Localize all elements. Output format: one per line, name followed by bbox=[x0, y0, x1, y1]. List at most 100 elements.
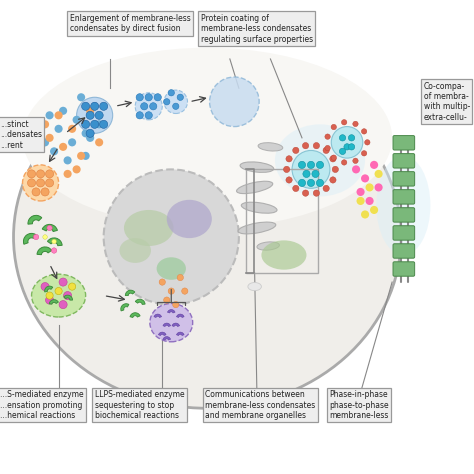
Wedge shape bbox=[125, 290, 135, 296]
Circle shape bbox=[100, 102, 108, 110]
Ellipse shape bbox=[150, 303, 192, 342]
Wedge shape bbox=[130, 313, 140, 318]
Circle shape bbox=[64, 156, 72, 164]
Wedge shape bbox=[172, 323, 180, 327]
Wedge shape bbox=[23, 233, 36, 244]
Circle shape bbox=[55, 287, 62, 295]
Text: Phase-in-phase
phase-to-phase
membrane-less: Phase-in-phase phase-to-phase membrane-l… bbox=[329, 390, 389, 420]
Circle shape bbox=[55, 125, 63, 133]
Circle shape bbox=[164, 297, 170, 303]
Circle shape bbox=[177, 274, 183, 281]
Circle shape bbox=[313, 190, 319, 196]
Text: Protein coating of
membrane-less condensates
regulating surface properties: Protein coating of membrane-less condens… bbox=[201, 14, 313, 44]
Circle shape bbox=[59, 107, 67, 115]
Circle shape bbox=[292, 185, 299, 191]
Wedge shape bbox=[37, 247, 52, 255]
Circle shape bbox=[43, 235, 47, 239]
Circle shape bbox=[348, 135, 355, 141]
Circle shape bbox=[330, 177, 336, 183]
Ellipse shape bbox=[156, 257, 186, 280]
Ellipse shape bbox=[167, 200, 212, 238]
Circle shape bbox=[164, 90, 188, 113]
Circle shape bbox=[86, 129, 94, 137]
Ellipse shape bbox=[248, 283, 262, 291]
Text: LLPS-mediated enzyme
sequestering to stop
biochemical reactions: LLPS-mediated enzyme sequestering to sto… bbox=[95, 390, 184, 420]
Circle shape bbox=[361, 210, 369, 219]
FancyBboxPatch shape bbox=[393, 136, 415, 150]
Circle shape bbox=[86, 111, 94, 119]
Circle shape bbox=[164, 99, 170, 105]
Circle shape bbox=[312, 170, 319, 177]
Circle shape bbox=[136, 112, 143, 119]
Circle shape bbox=[374, 183, 383, 191]
Text: ...stinct
...densates
...rent: ...stinct ...densates ...rent bbox=[0, 120, 42, 150]
Circle shape bbox=[286, 155, 292, 162]
FancyBboxPatch shape bbox=[393, 262, 415, 276]
Circle shape bbox=[27, 179, 36, 187]
Circle shape bbox=[356, 188, 365, 196]
Ellipse shape bbox=[258, 143, 283, 151]
Circle shape bbox=[168, 288, 174, 294]
Circle shape bbox=[91, 120, 99, 128]
Circle shape bbox=[182, 288, 188, 294]
Ellipse shape bbox=[240, 162, 273, 173]
Wedge shape bbox=[28, 215, 42, 224]
Circle shape bbox=[307, 161, 315, 168]
FancyBboxPatch shape bbox=[393, 208, 415, 222]
Ellipse shape bbox=[376, 156, 430, 255]
Circle shape bbox=[41, 120, 49, 128]
Circle shape bbox=[77, 152, 85, 160]
Ellipse shape bbox=[275, 124, 365, 196]
Wedge shape bbox=[42, 224, 57, 231]
Circle shape bbox=[86, 107, 94, 115]
Circle shape bbox=[348, 144, 355, 150]
Circle shape bbox=[141, 103, 148, 110]
Circle shape bbox=[68, 138, 76, 146]
Circle shape bbox=[50, 147, 58, 155]
Circle shape bbox=[173, 301, 179, 308]
Ellipse shape bbox=[257, 242, 279, 250]
Ellipse shape bbox=[237, 181, 273, 193]
Circle shape bbox=[331, 127, 363, 158]
Circle shape bbox=[46, 296, 54, 304]
Circle shape bbox=[370, 161, 378, 169]
Circle shape bbox=[64, 292, 72, 300]
Circle shape bbox=[331, 155, 337, 160]
Circle shape bbox=[69, 283, 76, 290]
Wedge shape bbox=[64, 295, 73, 300]
Ellipse shape bbox=[23, 48, 392, 228]
Circle shape bbox=[68, 125, 76, 133]
Circle shape bbox=[356, 197, 365, 205]
Circle shape bbox=[82, 129, 90, 137]
Circle shape bbox=[283, 166, 290, 173]
Circle shape bbox=[46, 111, 54, 119]
Circle shape bbox=[341, 160, 347, 165]
Circle shape bbox=[339, 148, 346, 155]
Circle shape bbox=[36, 179, 45, 187]
Circle shape bbox=[168, 90, 174, 96]
FancyBboxPatch shape bbox=[393, 226, 415, 240]
Circle shape bbox=[145, 112, 152, 119]
Circle shape bbox=[352, 165, 360, 173]
Circle shape bbox=[361, 151, 367, 156]
FancyBboxPatch shape bbox=[393, 172, 415, 186]
Text: Enlargement of membrane-less
condensates by direct fusion: Enlargement of membrane-less condensates… bbox=[70, 14, 191, 33]
Circle shape bbox=[77, 93, 85, 101]
Circle shape bbox=[361, 174, 369, 182]
Wedge shape bbox=[163, 323, 171, 327]
Circle shape bbox=[41, 188, 49, 196]
Circle shape bbox=[292, 150, 330, 188]
Circle shape bbox=[32, 188, 40, 196]
Circle shape bbox=[55, 111, 63, 119]
Circle shape bbox=[323, 147, 329, 154]
Circle shape bbox=[317, 161, 324, 168]
Circle shape bbox=[210, 77, 259, 127]
Circle shape bbox=[46, 179, 54, 187]
Circle shape bbox=[64, 170, 72, 178]
Circle shape bbox=[23, 165, 59, 201]
Wedge shape bbox=[158, 332, 166, 336]
Circle shape bbox=[325, 134, 330, 139]
Circle shape bbox=[36, 170, 45, 178]
Ellipse shape bbox=[238, 222, 276, 234]
Wedge shape bbox=[154, 314, 162, 318]
